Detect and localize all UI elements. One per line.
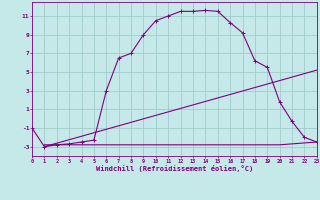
X-axis label: Windchill (Refroidissement éolien,°C): Windchill (Refroidissement éolien,°C) [96,165,253,172]
